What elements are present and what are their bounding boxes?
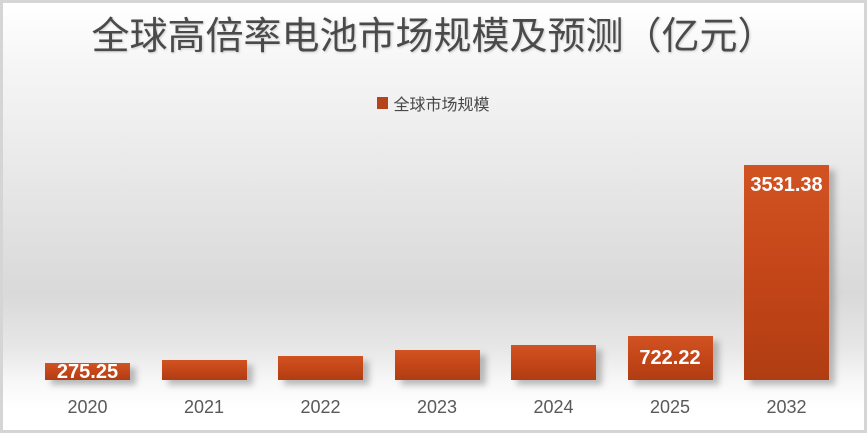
legend: 全球市场规模 [3, 91, 864, 115]
axis-label-2020: 2020 [67, 397, 108, 417]
axis-label-2022: 2022 [300, 397, 341, 417]
plot-area: 275.25 2020 2021 2022 2023 2024 722.22 2025 3531… [3, 3, 864, 430]
bar-2024 [511, 345, 596, 380]
data-label-2032: 3531.38 [750, 174, 823, 196]
axis-label-2025: 2025 [649, 397, 691, 417]
axis-label-2021: 2021 [183, 397, 225, 417]
axis-label-2032: 2032 [766, 397, 807, 417]
bar-2022 [278, 355, 363, 380]
legend-swatch-icon [377, 97, 389, 109]
bar-2021 [161, 359, 247, 380]
chart-title: 全球高倍率电池市场规模及预测（亿元） [91, 16, 776, 58]
bar-2025: 722.22 [627, 336, 713, 380]
data-label-2020: 275.25 [56, 360, 119, 383]
bar-2032: 3531.38 [744, 165, 829, 380]
axis-label-2023: 2023 [416, 397, 458, 417]
bar-2023 [394, 349, 480, 380]
bar-2020: 275.25 [45, 360, 130, 383]
axis-label-2024: 2024 [533, 397, 574, 417]
legend-series-label: 全球市场规模 [393, 97, 490, 114]
data-label-2025: 722.22 [639, 347, 701, 369]
